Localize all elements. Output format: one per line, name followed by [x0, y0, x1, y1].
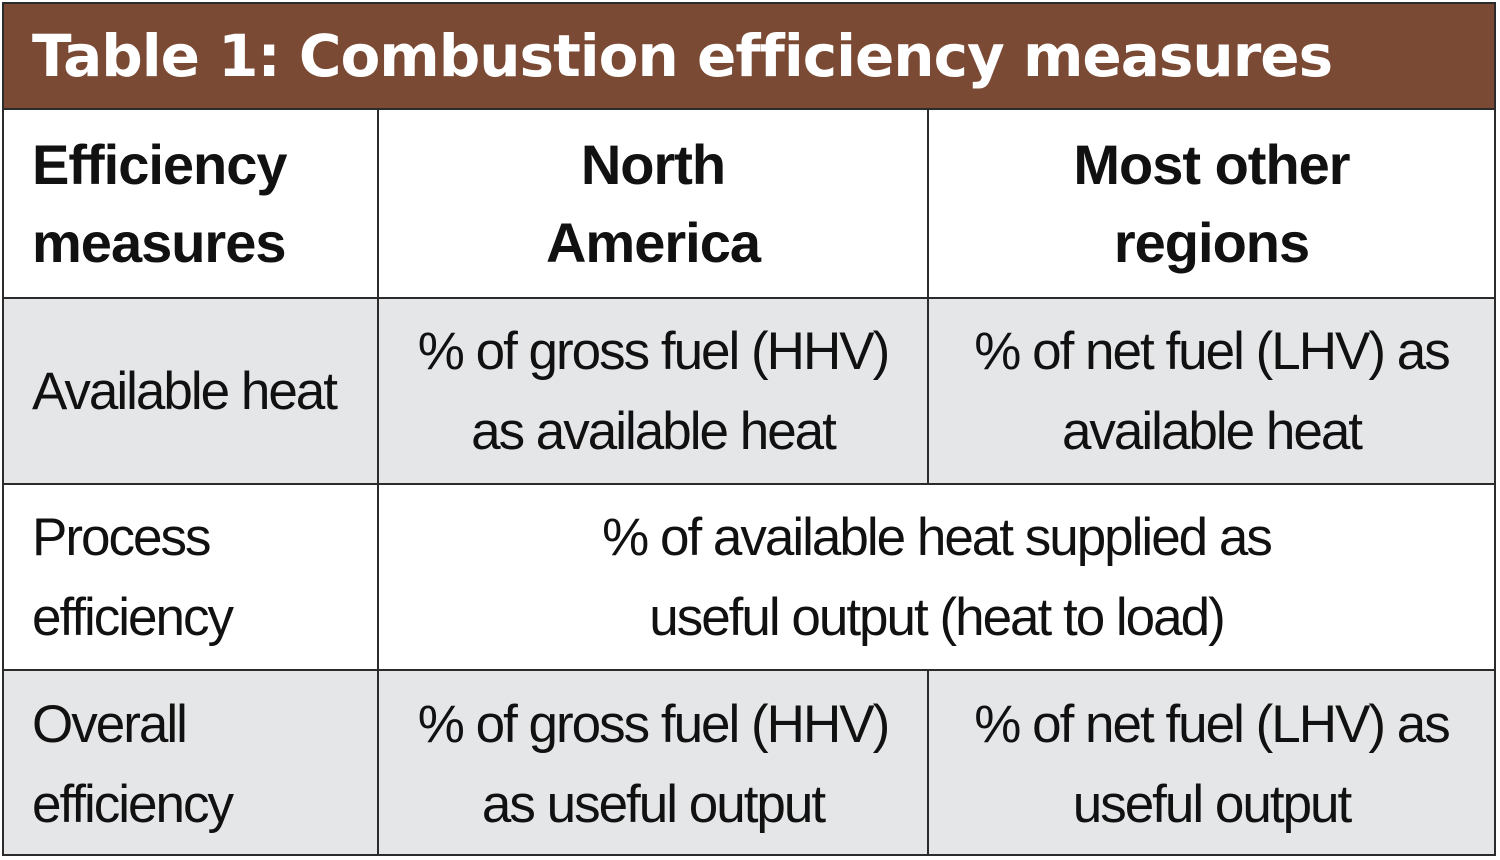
header-line: measures — [32, 210, 287, 274]
cell-line: efficiency — [32, 774, 234, 834]
cell-overall-efficiency-other-regions: % of net fuel (LHV) as useful output — [927, 669, 1494, 854]
column-header-other-regions: Most other regions — [927, 110, 1494, 299]
cell-line: useful output — [1072, 774, 1353, 834]
cell-line: % of gross fuel (HHV) — [417, 322, 890, 381]
cell-process-efficiency-merged: % of available heat supplied as useful o… — [377, 483, 1494, 671]
column-header-north-america: North America — [377, 110, 929, 299]
cell-line: useful output (heat to load) — [649, 588, 1226, 647]
header-line: Efficiency — [32, 132, 288, 196]
table-title: Table 1: Combustion efficiency measures — [32, 22, 1333, 90]
cell-line: Overall — [32, 694, 188, 754]
table-header-row: Efficiency measures North America Most o… — [4, 110, 1494, 299]
efficiency-table: Efficiency measures North America Most o… — [4, 110, 1494, 854]
table-row-process-efficiency: Process efficiency % of available heat s… — [4, 483, 1494, 671]
header-line: America — [545, 210, 761, 274]
column-header-efficiency-measures: Efficiency measures — [4, 110, 379, 299]
cell-line: available heat — [1061, 402, 1363, 461]
cell-line: % of net fuel (LHV) as — [974, 322, 1450, 381]
header-line: North — [580, 132, 726, 196]
cell-line: % of available heat supplied as — [602, 508, 1273, 567]
row-label-available-heat: Available heat — [4, 297, 379, 485]
row-label-process-efficiency: Process efficiency — [4, 483, 379, 671]
cell-available-heat-north-america: % of gross fuel (HHV) as available heat — [377, 297, 929, 485]
cell-line: % of net fuel (LHV) as — [974, 694, 1450, 754]
cell-line: as available heat — [471, 402, 837, 461]
cell-overall-efficiency-north-america: % of gross fuel (HHV) as useful output — [377, 669, 929, 854]
cell-line: Available heat — [32, 362, 338, 421]
row-label-overall-efficiency: Overall efficiency — [4, 669, 379, 854]
table-row-available-heat: Available heat % of gross fuel (HHV) as … — [4, 297, 1494, 485]
table-row-overall-efficiency: Overall efficiency % of gross fuel (HHV)… — [4, 669, 1494, 854]
header-line: Most other — [1073, 132, 1350, 196]
cell-line: as useful output — [481, 774, 826, 834]
table-title-bar: Table 1: Combustion efficiency measures — [4, 4, 1494, 110]
cell-line: % of gross fuel (HHV) — [417, 694, 890, 754]
cell-line: Process — [32, 508, 211, 567]
cell-line: efficiency — [32, 588, 234, 647]
cell-available-heat-other-regions: % of net fuel (LHV) as available heat — [927, 297, 1494, 485]
header-line: regions — [1113, 210, 1310, 274]
